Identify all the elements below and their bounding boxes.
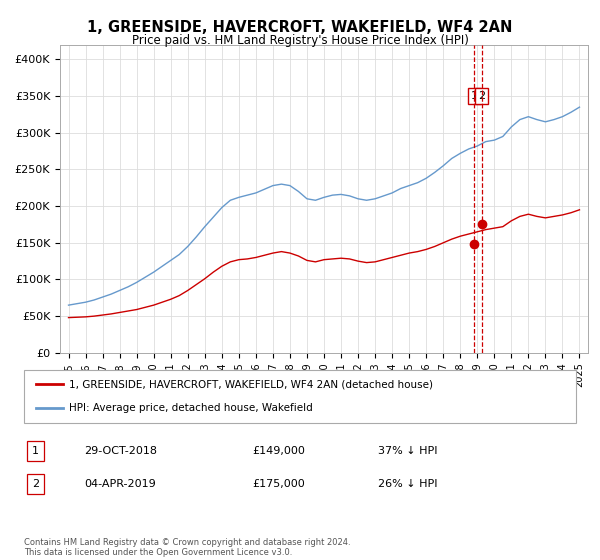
Text: 37% ↓ HPI: 37% ↓ HPI — [378, 446, 437, 456]
Text: Price paid vs. HM Land Registry's House Price Index (HPI): Price paid vs. HM Land Registry's House … — [131, 34, 469, 46]
Text: 1, GREENSIDE, HAVERCROFT, WAKEFIELD, WF4 2AN: 1, GREENSIDE, HAVERCROFT, WAKEFIELD, WF4… — [88, 20, 512, 35]
Text: 2: 2 — [478, 91, 485, 101]
Text: Contains HM Land Registry data © Crown copyright and database right 2024.
This d: Contains HM Land Registry data © Crown c… — [24, 538, 350, 557]
Text: 1, GREENSIDE, HAVERCROFT, WAKEFIELD, WF4 2AN (detached house): 1, GREENSIDE, HAVERCROFT, WAKEFIELD, WF4… — [69, 380, 433, 390]
Text: £175,000: £175,000 — [252, 479, 305, 489]
Text: 1: 1 — [471, 91, 478, 101]
Text: 26% ↓ HPI: 26% ↓ HPI — [378, 479, 437, 489]
Text: 1: 1 — [32, 446, 39, 456]
Text: 29-OCT-2018: 29-OCT-2018 — [84, 446, 157, 456]
Text: HPI: Average price, detached house, Wakefield: HPI: Average price, detached house, Wake… — [69, 403, 313, 413]
Text: 04-APR-2019: 04-APR-2019 — [84, 479, 156, 489]
Text: 2: 2 — [32, 479, 39, 489]
Text: £149,000: £149,000 — [252, 446, 305, 456]
